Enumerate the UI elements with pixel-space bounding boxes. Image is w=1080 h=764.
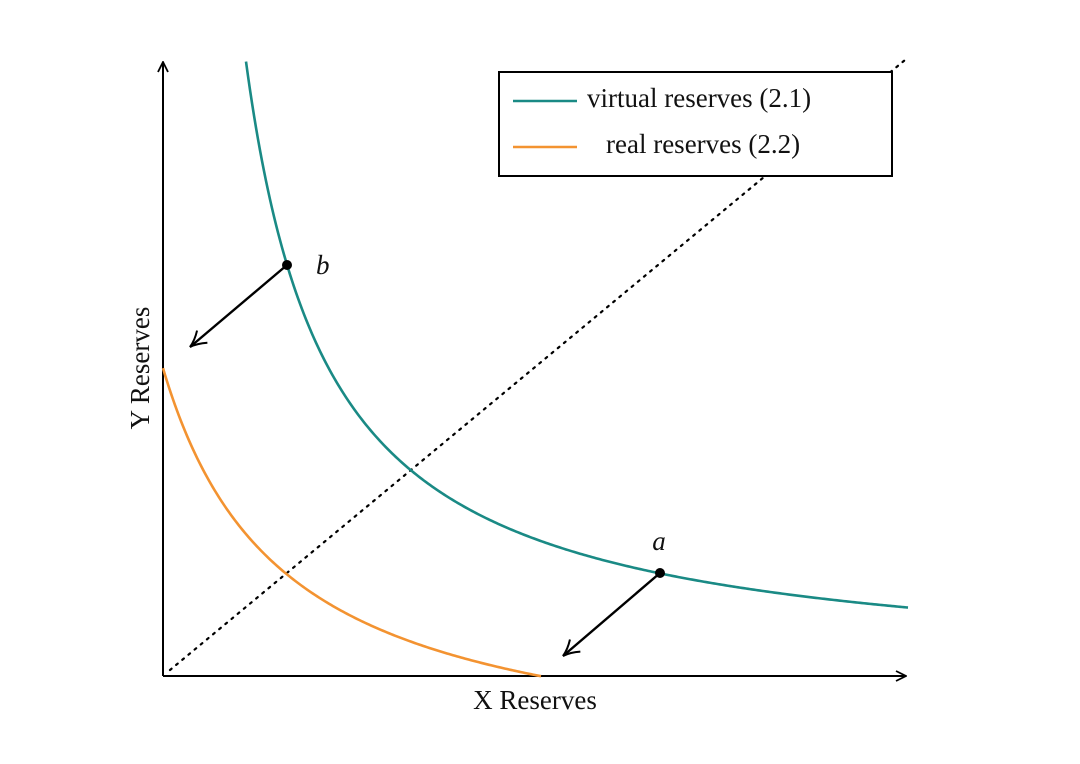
legend-label: real reserves (2.2) [606, 129, 800, 159]
arrow [189, 264, 288, 348]
point [655, 568, 665, 578]
legend-box [498, 71, 893, 177]
virtual-curve [244, 61, 909, 609]
point-label: a [652, 526, 666, 556]
point-label: b [316, 250, 330, 280]
arrow [562, 572, 661, 657]
point [282, 260, 292, 270]
y-axis-label: Y Reserves [125, 307, 155, 430]
real-curve [161, 367, 542, 678]
diagonal [168, 58, 907, 672]
legend-label: virtual reserves (2.1) [587, 83, 811, 113]
x-axis-label: X Reserves [473, 685, 597, 715]
